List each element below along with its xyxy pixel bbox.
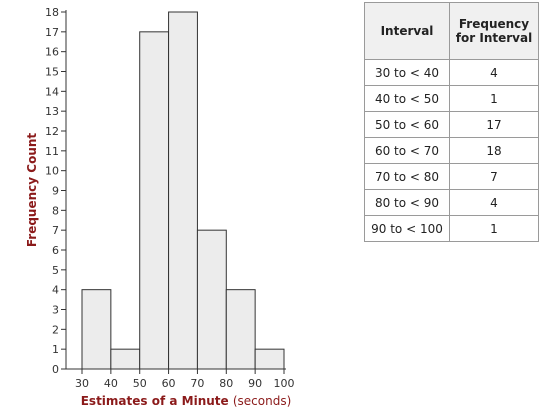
- y-tick-label: 5: [52, 264, 59, 277]
- header-frequency: Frequency for Interval: [449, 2, 539, 60]
- y-tick-label: 15: [45, 66, 59, 79]
- frequency-cell: 17: [449, 111, 539, 138]
- frequency-cell: 4: [449, 59, 539, 86]
- histogram-bar: [110, 348, 141, 370]
- interval-cell: 70 to < 80: [364, 163, 450, 190]
- y-tick-label: 10: [45, 165, 59, 178]
- frequency-cell: 1: [449, 215, 539, 242]
- x-axis-title-unit: (seconds): [233, 394, 291, 408]
- y-tick-label: 12: [45, 125, 59, 138]
- interval-cell: 30 to < 40: [364, 59, 450, 86]
- table-row: 70 to < 80 7: [364, 163, 539, 190]
- x-axis-title: Estimates of a Minute (seconds): [81, 394, 292, 408]
- y-tick-label: 0: [52, 363, 59, 376]
- y-tick-label: 8: [52, 204, 59, 217]
- x-tick-label: 60: [162, 377, 176, 390]
- frequency-cell: 4: [449, 189, 539, 216]
- histogram-bar: [196, 229, 227, 370]
- table-row: 60 to < 70 18: [364, 137, 539, 164]
- histogram-bar: [81, 289, 112, 370]
- histogram-bar: [168, 11, 198, 370]
- table-header-row: Interval Frequency for Interval: [364, 2, 539, 60]
- y-tick-label: 17: [45, 26, 59, 39]
- interval-cell: 60 to < 70: [364, 137, 450, 164]
- header-interval: Interval: [364, 2, 450, 60]
- y-tick-label: 13: [45, 105, 59, 118]
- interval-cell: 80 to < 90: [364, 189, 450, 216]
- x-tick-label: 90: [248, 377, 262, 390]
- y-tick-label: 9: [52, 185, 59, 198]
- interval-cell: 50 to < 60: [364, 111, 450, 138]
- x-axis-ticks: 30 40 50 60 70 80 90 100: [75, 369, 295, 390]
- y-tick-label: 7: [52, 224, 59, 237]
- header-frequency-line1: Frequency: [458, 17, 530, 31]
- x-tick-label: 70: [190, 377, 204, 390]
- y-tick-label: 18: [45, 6, 59, 19]
- x-tick-label: 80: [219, 377, 233, 390]
- y-tick-label: 6: [52, 244, 59, 257]
- table-row: 80 to < 90 4: [364, 189, 539, 216]
- x-tick-label: 100: [274, 377, 295, 390]
- y-axis-title: Frequency Count: [25, 133, 39, 248]
- y-tick-label: 1: [52, 343, 59, 356]
- table-row: 30 to < 40 4: [364, 59, 539, 86]
- x-axis-title-main: Estimates of a Minute: [81, 394, 229, 408]
- y-tick-label: 3: [52, 304, 59, 317]
- y-tick-label: 2: [52, 323, 59, 336]
- table-row: 50 to < 60 17: [364, 111, 539, 138]
- header-frequency-line2: for Interval: [455, 31, 533, 45]
- histogram-bars: [81, 11, 285, 370]
- y-tick-label: 16: [45, 46, 59, 59]
- y-tick-label: 11: [45, 145, 59, 158]
- histogram-bar: [139, 31, 170, 370]
- frequency-table: Interval Frequency for Interval 30 to < 4…: [364, 2, 539, 242]
- y-tick-label: 14: [45, 85, 59, 98]
- frequency-cell: 18: [449, 137, 539, 164]
- histogram-bar: [225, 289, 256, 370]
- table-row: 90 to < 100 1: [364, 215, 539, 242]
- y-tick-label: 4: [52, 284, 59, 297]
- x-tick-label: 40: [104, 377, 118, 390]
- x-tick-label: 30: [75, 377, 89, 390]
- table-row: 40 to < 50 1: [364, 85, 539, 112]
- frequency-cell: 1: [449, 85, 539, 112]
- frequency-cell: 7: [449, 163, 539, 190]
- interval-cell: 40 to < 50: [364, 85, 450, 112]
- histogram-bar: [254, 348, 285, 370]
- x-tick-label: 50: [133, 377, 147, 390]
- interval-cell: 90 to < 100: [364, 215, 450, 242]
